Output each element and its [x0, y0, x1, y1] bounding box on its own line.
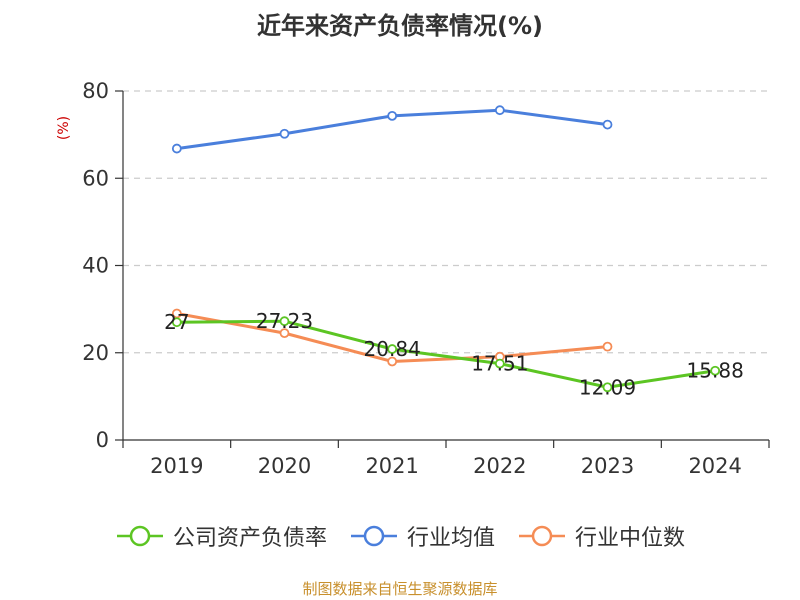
data-label: 15.88: [687, 359, 744, 383]
x-tick-label: 2022: [473, 454, 526, 478]
y-tick-label: 40: [82, 254, 109, 278]
y-tick-label: 20: [82, 341, 109, 365]
data-label: 20.84: [364, 337, 421, 361]
data-point[interactable]: [171, 317, 182, 328]
chart-title: 近年来资产负债率情况(%): [257, 12, 543, 40]
data-label: 27.23: [256, 309, 313, 333]
data-point[interactable]: [494, 105, 505, 116]
series-lines: [171, 105, 721, 393]
grid-lines: [123, 90, 769, 354]
data-point[interactable]: [602, 341, 613, 352]
x-tick-label: 2019: [150, 454, 203, 478]
data-point[interactable]: [279, 316, 290, 327]
data-point[interactable]: [279, 328, 290, 339]
axes: 0 20 40 60 80 2019 2020 2021 2022 2023 2024: [82, 79, 770, 478]
data-point[interactable]: [387, 110, 398, 121]
series-line-0: [176, 319, 716, 389]
data-point[interactable]: [387, 344, 398, 354]
data-point[interactable]: [602, 119, 613, 130]
x-tick-label: 2024: [688, 454, 741, 478]
legend-company-marker-icon: [116, 525, 163, 547]
legend-industry-median-marker-icon: [519, 525, 565, 547]
legend-item-industry-median[interactable]: 行业中位数: [517, 520, 685, 552]
legend-label-industry-avg: 行业均值: [406, 526, 495, 551]
data-point[interactable]: [710, 365, 721, 376]
y-tick-label: 60: [82, 166, 109, 190]
legend-item-industry-avg[interactable]: 行业均值: [349, 520, 495, 552]
y-tick-label: 80: [82, 79, 109, 103]
legend-label-industry-median: 行业中位数: [575, 526, 686, 551]
legend-label-company: 公司资产负债率: [172, 526, 327, 551]
x-tick-label: 2020: [258, 454, 311, 478]
legend: 公司资产负债率 行业均值 行业中位数: [0, 518, 800, 554]
data-label: 12.09: [579, 375, 636, 399]
data-point[interactable]: [494, 358, 505, 369]
data-point[interactable]: [171, 143, 182, 154]
legend-industry-avg-marker-icon: [350, 525, 397, 547]
data-point[interactable]: [387, 356, 398, 367]
data-label: 17.51: [471, 352, 528, 376]
source-note: 制图数据来自恒生聚源数据库: [302, 580, 498, 598]
x-tick-label: 2021: [365, 454, 418, 478]
data-labels: 27 27.23 20.84 17.51 12.09 15.88: [164, 309, 744, 399]
data-label: 27: [164, 310, 189, 334]
y-tick-label: 0: [96, 428, 109, 452]
data-point[interactable]: [602, 382, 613, 393]
y-axis-label: (%): [56, 116, 72, 140]
legend-item-company[interactable]: 公司资产负债率: [115, 520, 327, 552]
data-point[interactable]: [279, 128, 290, 139]
x-tick-label: 2023: [581, 454, 634, 478]
